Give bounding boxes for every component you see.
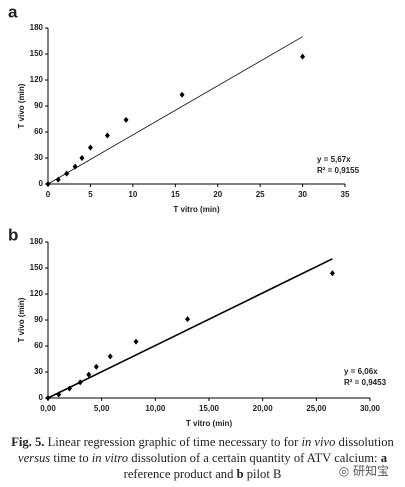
data-point [77, 379, 83, 386]
data-point [45, 395, 51, 401]
data-point [64, 170, 70, 177]
x-tick-label: 5,00 [94, 404, 110, 413]
x-tick-label: 25 [256, 190, 265, 199]
data-point [87, 144, 93, 151]
y-tick-label: 120 [30, 289, 44, 298]
caption-text: time to [50, 451, 92, 465]
fit-line [47, 36, 303, 185]
x-tick-label: 10,00 [145, 404, 166, 413]
y-tick-label: 30 [34, 153, 43, 162]
x-tick-label: 15,00 [199, 404, 220, 413]
caption-italic: in vitro [91, 451, 129, 465]
data-point [56, 391, 62, 398]
x-tick-label: 30,00 [360, 404, 381, 413]
x-axis-label: T vitro (min) [173, 205, 220, 214]
x-axis-label: T vitro (min) [186, 419, 233, 428]
caption-italic: versus [17, 451, 51, 465]
x-tick-label: 25,00 [306, 404, 327, 413]
y-axis-label: T vivo (min) [17, 297, 26, 342]
data-point [79, 155, 85, 161]
annotation: y = 5,67x [317, 155, 351, 164]
y-tick-label: 90 [34, 315, 43, 324]
caption-italic: in vivo [301, 435, 336, 449]
x-tick-label: 20,00 [253, 404, 274, 413]
x-tick-label: 15 [171, 190, 180, 199]
data-point [93, 363, 99, 370]
caption-text: dissolution [335, 435, 394, 449]
figure: a 0 30 60 90 120 150 180 0 5 10 15 20 25 30 35 T vitro (… [8, 2, 387, 428]
y-axis-label: T vivo (min) [17, 83, 26, 128]
y-tick-label: 150 [30, 49, 44, 58]
caption-text: Linear regression graphic of time necess… [44, 435, 302, 449]
fit-line [47, 258, 333, 399]
data-point [66, 385, 72, 392]
y-tick-label: 60 [34, 127, 43, 136]
caption-lead: Fig. 5. [11, 435, 45, 449]
data-point [329, 270, 335, 277]
caption-bold: a [380, 451, 388, 465]
y-tick-label: 60 [34, 341, 43, 350]
x-tick-label: 35 [341, 190, 350, 199]
y-tick-label: 0 [39, 393, 44, 402]
panel-label: a [8, 2, 18, 21]
annotation: R² = 0,9453 [344, 378, 387, 387]
caption-text: dissolution of a certain quantity of ATV… [128, 451, 381, 465]
y-tick-label: 180 [30, 237, 44, 246]
data-point [104, 132, 110, 139]
y-tick-label: 90 [34, 101, 43, 110]
x-tick-label: 30 [298, 190, 307, 199]
caption-text: reference product and [123, 467, 237, 481]
x-tick-label: 0,00 [40, 404, 56, 413]
data-point [123, 116, 129, 123]
data-point [179, 91, 185, 98]
data-point [86, 371, 92, 378]
watermark-text: 研知宝 [352, 464, 389, 478]
data-point [133, 338, 139, 345]
caption: Fig. 5. Linear regression graphic of tim… [10, 434, 395, 482]
y-tick-label: 30 [34, 367, 43, 376]
y-tick-label: 120 [30, 75, 44, 84]
data-point [55, 176, 61, 183]
data-point [45, 181, 51, 187]
x-tick-label: 5 [88, 190, 93, 199]
annotation: R² = 0,9155 [317, 166, 360, 175]
annotation: y = 6,06x [344, 367, 378, 376]
x-tick-label: 20 [213, 190, 222, 199]
caption-bold: b [236, 467, 244, 481]
watermark: ◎ 研知宝 [336, 462, 391, 479]
panel-label: b [8, 225, 18, 244]
y-tick-label: 150 [30, 263, 44, 272]
data-point [107, 353, 113, 360]
data-point [300, 53, 306, 60]
caption-text: pilot B [243, 467, 282, 481]
data-point [185, 316, 191, 323]
x-tick-label: 10 [128, 190, 137, 199]
x-tick-label: 0 [46, 190, 51, 199]
data-point [72, 163, 78, 170]
y-tick-label: 180 [30, 23, 44, 32]
y-tick-label: 0 [39, 179, 44, 188]
